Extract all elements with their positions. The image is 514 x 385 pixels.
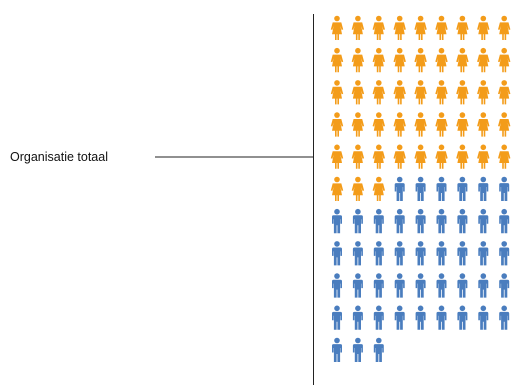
male-person-icon — [499, 208, 510, 234]
female-person-icon — [456, 15, 469, 40]
male-person-icon — [332, 305, 342, 330]
female-person-icon — [456, 112, 469, 137]
male-person-icon — [499, 176, 510, 201]
male-person-icon — [478, 305, 489, 330]
female-person-icon — [330, 176, 344, 201]
male-person-icon — [457, 176, 468, 201]
female-person-icon — [393, 80, 406, 105]
male-person-icon — [394, 241, 405, 266]
female-person-icon — [330, 144, 344, 169]
female-person-icon — [372, 47, 385, 73]
male-person-icon — [352, 241, 363, 266]
male-person-icon — [499, 241, 510, 266]
male-person-icon — [415, 305, 426, 330]
female-person-icon — [435, 47, 448, 73]
female-person-icon — [351, 144, 365, 169]
male-person-icon — [332, 241, 342, 266]
female-person-icon — [351, 80, 365, 105]
female-person-icon — [477, 144, 490, 169]
male-person-icon — [394, 273, 405, 298]
female-person-icon — [456, 47, 469, 73]
male-person-icon — [332, 273, 342, 298]
female-person-icon — [330, 80, 344, 105]
female-person-icon — [372, 176, 385, 201]
female-person-icon — [393, 15, 406, 40]
male-person-icon — [457, 208, 468, 234]
male-person-icon — [457, 273, 468, 298]
male-person-icon — [352, 273, 363, 298]
female-person-icon — [351, 47, 365, 73]
male-person-icon — [394, 208, 405, 234]
male-person-icon — [436, 305, 447, 330]
female-person-icon — [435, 144, 448, 169]
male-person-icon — [478, 176, 489, 201]
female-person-icon — [414, 112, 427, 137]
male-person-icon — [436, 241, 447, 266]
female-person-icon — [372, 144, 385, 169]
male-person-icon — [478, 273, 489, 298]
female-person-icon — [456, 80, 469, 105]
male-person-icon — [352, 208, 363, 234]
female-person-icon — [477, 15, 490, 40]
male-person-icon — [373, 208, 384, 234]
female-person-icon — [477, 80, 490, 105]
male-person-icon — [373, 305, 384, 330]
male-person-icon — [394, 305, 405, 330]
male-person-icon — [478, 241, 489, 266]
female-person-icon — [477, 112, 490, 137]
male-person-icon — [394, 176, 405, 201]
female-person-icon — [372, 80, 385, 105]
female-person-icon — [351, 15, 365, 40]
male-person-icon — [499, 273, 510, 298]
female-person-icon — [414, 47, 427, 73]
male-person-icon — [415, 273, 426, 298]
female-person-icon — [393, 47, 406, 73]
female-person-icon — [351, 112, 365, 137]
female-person-icon — [372, 112, 385, 137]
female-person-icon — [330, 112, 344, 137]
male-person-icon — [352, 337, 363, 362]
male-person-icon — [499, 305, 510, 330]
female-person-icon — [330, 15, 344, 40]
male-person-icon — [352, 305, 363, 330]
female-person-icon — [330, 47, 344, 73]
female-person-icon — [393, 112, 406, 137]
female-person-icon — [414, 15, 427, 40]
female-person-icon — [414, 144, 427, 169]
male-person-icon — [436, 176, 447, 201]
male-person-icon — [373, 241, 384, 266]
male-person-icon — [332, 337, 342, 362]
female-person-icon — [498, 47, 511, 73]
male-person-icon — [373, 337, 384, 362]
male-person-icon — [457, 241, 468, 266]
group-label: Organisatie totaal — [10, 150, 108, 164]
female-person-icon — [498, 80, 511, 105]
male-person-icon — [415, 176, 426, 201]
female-person-icon — [414, 80, 427, 105]
male-person-icon — [332, 208, 342, 234]
male-person-icon — [373, 273, 384, 298]
male-person-icon — [478, 208, 489, 234]
female-person-icon — [372, 15, 385, 40]
male-person-icon — [436, 273, 447, 298]
female-person-icon — [456, 144, 469, 169]
female-person-icon — [435, 15, 448, 40]
male-person-icon — [415, 208, 426, 234]
female-person-icon — [498, 15, 511, 40]
female-person-icon — [498, 112, 511, 137]
male-person-icon — [415, 241, 426, 266]
female-person-icon — [435, 80, 448, 105]
female-person-icon — [498, 144, 511, 169]
female-person-icon — [477, 47, 490, 73]
male-person-icon — [436, 208, 447, 234]
female-person-icon — [351, 176, 365, 201]
female-person-icon — [393, 144, 406, 169]
icon-grid — [330, 15, 511, 362]
male-person-icon — [457, 305, 468, 330]
female-person-icon — [435, 112, 448, 137]
